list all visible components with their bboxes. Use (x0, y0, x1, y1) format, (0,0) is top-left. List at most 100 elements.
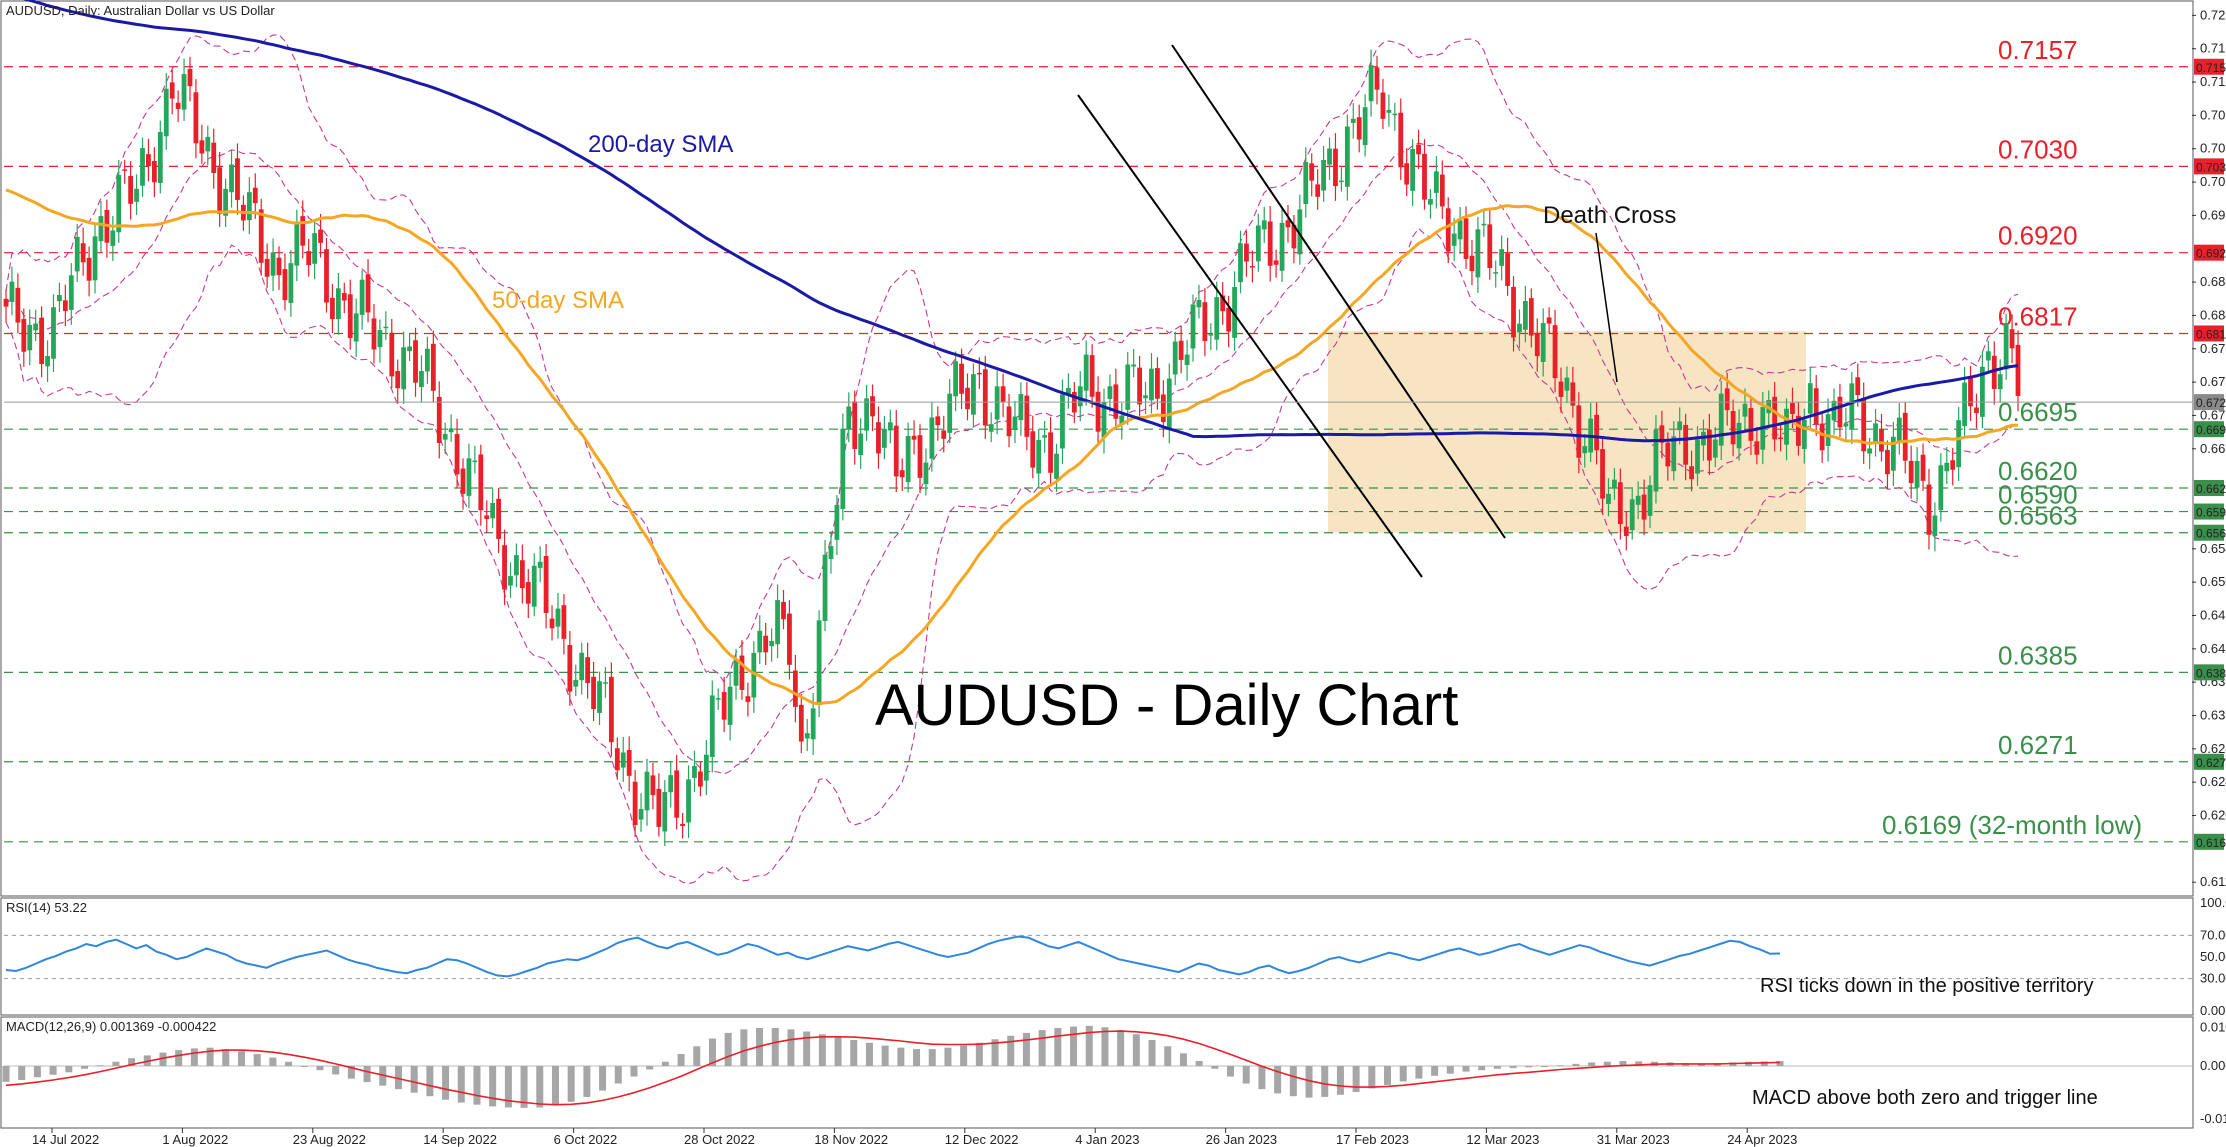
time-tick-label: 26 Jan 2023 (1206, 1132, 1278, 1147)
candle-body (1350, 118, 1356, 123)
candle-body (424, 348, 430, 372)
candle-body (1077, 386, 1083, 407)
candle-body (1445, 208, 1451, 252)
rsi-tick-label: 100.00 (2200, 895, 2226, 910)
candle-body (1576, 405, 1582, 458)
macd-histogram-bar (583, 1065, 591, 1097)
macd-histogram-bar (1462, 1065, 1470, 1072)
candle-body (163, 88, 169, 137)
candle-body (525, 581, 531, 604)
candle-body (1380, 92, 1386, 119)
channel-upper-line (1077, 94, 1423, 578)
candle-body (787, 613, 792, 665)
candle-body (2003, 322, 2009, 370)
candle-body (1677, 421, 1683, 431)
macd-histogram-bar (1352, 1065, 1360, 1092)
candle-body (1778, 437, 1783, 440)
candle-body (324, 249, 329, 303)
candle-body (1837, 396, 1843, 428)
candle-body (1920, 454, 1926, 481)
time-tick-label: 14 Jul 2022 (32, 1132, 99, 1147)
candle-body (1202, 302, 1208, 342)
sma200-label: 200-day SMA (588, 131, 733, 158)
candle-body (371, 318, 377, 350)
candle-body (703, 754, 709, 781)
candle-body (306, 251, 312, 266)
price-tick-label: 0.65000 (2200, 574, 2226, 589)
macd-histogram-bar (850, 1039, 858, 1066)
candle-body (276, 257, 282, 276)
macd-histogram-bar (1572, 1063, 1580, 1066)
candle-body (1232, 286, 1237, 338)
level-price-tag (2194, 524, 2224, 541)
candle-body (769, 640, 775, 647)
candle-body (1772, 396, 1778, 440)
macd-histogram-bar (394, 1065, 402, 1090)
candle-body (419, 371, 424, 388)
macd-histogram-bar (913, 1049, 921, 1066)
candle-body (1807, 383, 1813, 414)
price-tick-label: 0.64575 (2200, 607, 2226, 622)
candle-body (1101, 402, 1107, 438)
death-cross-pointer (1595, 232, 1618, 383)
candle-body (1754, 441, 1760, 455)
candle-body (252, 187, 258, 204)
candle-body (1149, 368, 1154, 401)
candle-body (359, 279, 365, 315)
macd-histogram-bar (1258, 1065, 1266, 1090)
candle-body (1843, 423, 1849, 427)
macd-histogram-bar (1101, 1027, 1109, 1066)
macd-histogram-bar (818, 1034, 826, 1066)
candle-body (733, 659, 739, 686)
candle-body (2009, 329, 2015, 349)
level-price-tag (2194, 503, 2224, 520)
candle-body (591, 676, 596, 710)
macd-panel-frame (0, 1016, 2194, 1129)
candle-body (1689, 466, 1694, 480)
bollinger-bands (5, 34, 2019, 885)
candle-body (1659, 425, 1665, 443)
candle-body (876, 422, 881, 454)
candle-body (1338, 180, 1344, 183)
candle-body (579, 652, 585, 681)
macd-histogram-bar (551, 1065, 559, 1106)
macd-histogram-bar (206, 1047, 214, 1066)
candle-body (1333, 148, 1338, 187)
macd-histogram-bar (1541, 1065, 1549, 1067)
candle-body (923, 462, 929, 485)
candle-body (1606, 493, 1611, 504)
candle-body (258, 209, 264, 263)
level-label: 0.6620 (1998, 456, 2078, 486)
macd-histogram-bar (599, 1065, 607, 1091)
candle-body (1724, 388, 1730, 411)
macd-histogram-bar (1195, 1061, 1203, 1066)
macd-histogram-bar (1556, 1065, 1564, 1067)
candle-body (1285, 220, 1291, 228)
candle-body (1641, 494, 1647, 520)
candle-body (555, 608, 561, 627)
bollinger-middle (5, 142, 2019, 775)
candle-body (98, 216, 104, 242)
candle-body (353, 313, 359, 342)
candle-body (1974, 407, 1979, 414)
macd-histogram-bar (1274, 1065, 1282, 1094)
candle-body (870, 396, 875, 417)
candle-body (68, 275, 74, 310)
rsi-tick-label: 0.00 (2200, 1003, 2225, 1018)
price-tick-label: 0.70100 (2200, 174, 2226, 189)
candle-body (638, 808, 644, 820)
price-tick-label: 0.63300 (2200, 707, 2226, 722)
candle-body (1801, 419, 1807, 450)
macd-histogram-bar (253, 1054, 261, 1066)
candle-body (472, 460, 478, 463)
macd-histogram-bar (1478, 1065, 1486, 1071)
macd-histogram-bar (347, 1065, 355, 1079)
level-label: 0.6563 (1998, 501, 2078, 531)
candle-body (1813, 388, 1819, 425)
candle-body (1736, 422, 1742, 449)
macd-histogram-bar (237, 1051, 245, 1066)
